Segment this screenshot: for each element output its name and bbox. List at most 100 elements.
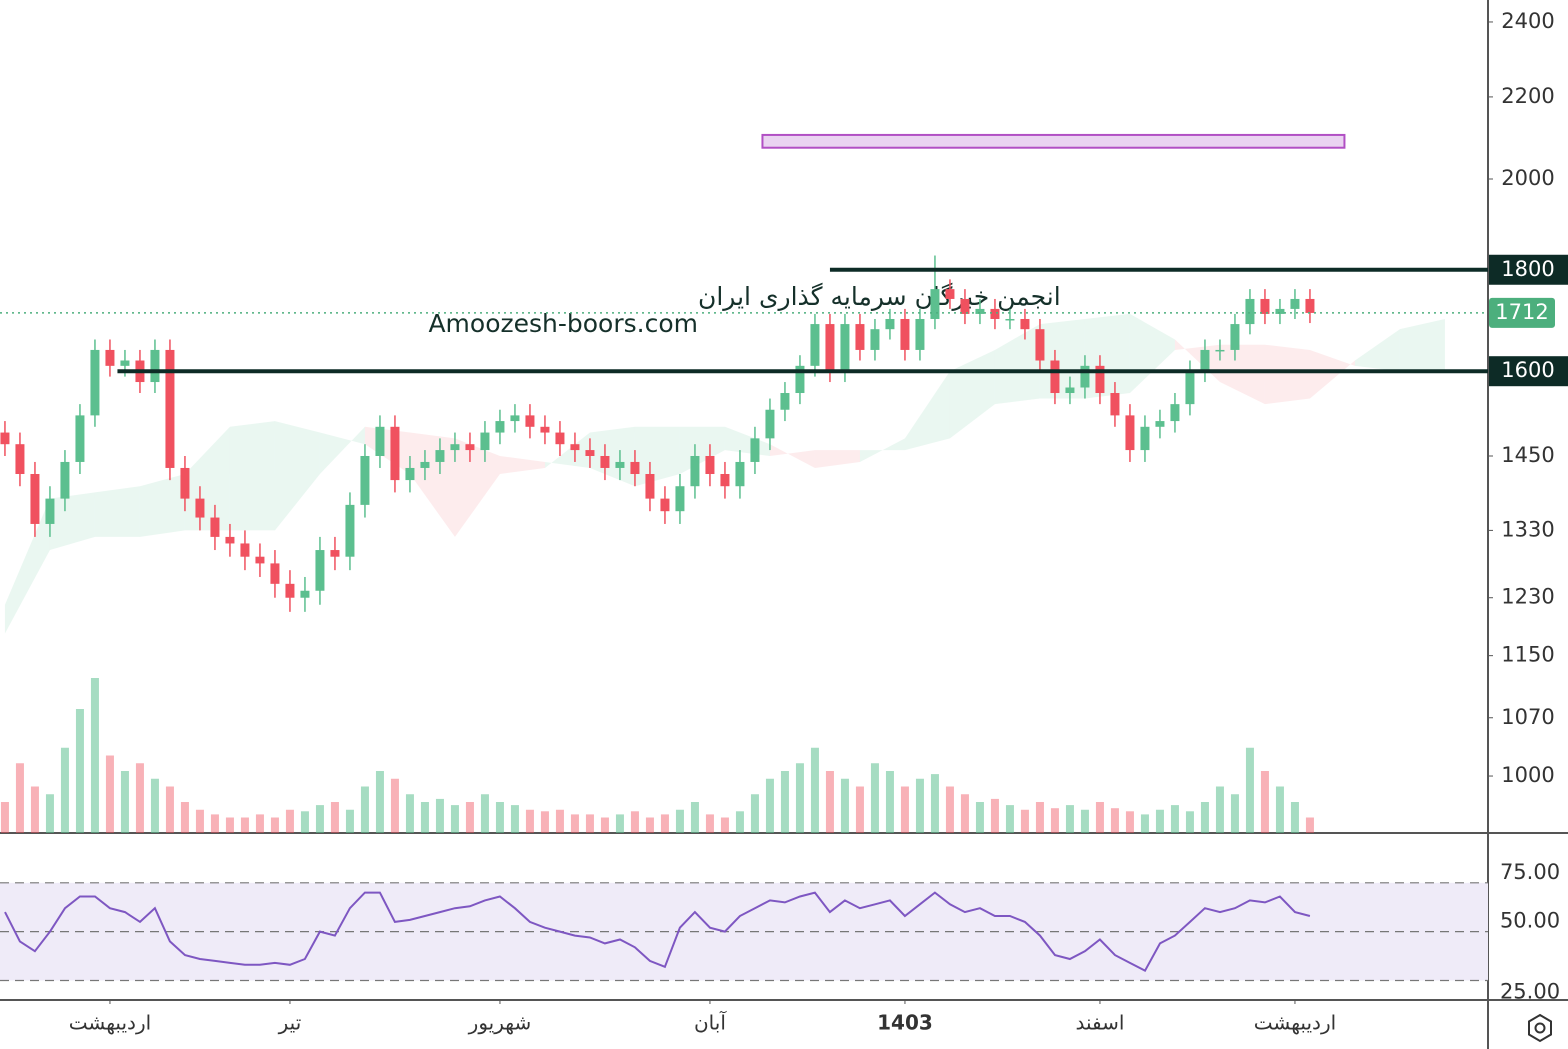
volume-bar xyxy=(165,786,174,833)
volume-bar xyxy=(45,794,54,833)
volume-bar xyxy=(1215,786,1224,833)
candle-body xyxy=(660,498,670,512)
volume-bar xyxy=(765,778,774,833)
settings-hexagon[interactable] xyxy=(1528,1013,1552,1043)
cloud-segment xyxy=(769,444,815,468)
candle-body xyxy=(1170,404,1180,422)
cloud-segment xyxy=(319,426,365,475)
volume-bar xyxy=(375,771,384,833)
volume-bar xyxy=(240,817,249,833)
rsi-line xyxy=(4,891,1311,973)
cloud-segment xyxy=(1354,329,1400,372)
volume-bar xyxy=(0,802,9,833)
candle-body xyxy=(750,438,760,462)
y-tick-label: 1000 xyxy=(1501,763,1554,787)
cloud-segment xyxy=(4,498,50,634)
candle-body xyxy=(1065,387,1075,394)
candle-body xyxy=(945,289,955,299)
y-tick-label: 2400 xyxy=(1501,9,1554,33)
cloud-segment xyxy=(634,426,680,487)
candle-body xyxy=(1155,421,1165,427)
cloud-segment xyxy=(49,492,95,551)
cloud-segment xyxy=(859,438,905,462)
candle-body xyxy=(1215,349,1225,352)
candle-body xyxy=(300,590,310,598)
volume-bar xyxy=(255,814,264,833)
candle-body xyxy=(360,455,370,505)
cloud-segment xyxy=(544,432,590,468)
volume-bar xyxy=(660,814,669,833)
volume-bar xyxy=(345,809,354,833)
volume-bar xyxy=(1140,814,1149,833)
cloud-segment xyxy=(184,426,230,531)
volume-bar xyxy=(1110,808,1119,833)
candle-body xyxy=(630,461,640,475)
x-tick-label: 1403 xyxy=(877,1011,933,1035)
volume-bar xyxy=(1155,809,1164,833)
cloud-segment xyxy=(589,426,635,487)
candle-body xyxy=(30,474,40,524)
candle-body xyxy=(495,421,505,433)
volume-bar xyxy=(630,811,639,833)
cloud-segment xyxy=(1264,344,1310,405)
volume-bar xyxy=(1290,802,1299,833)
volume-bar xyxy=(285,809,294,833)
cloud-segment xyxy=(1174,339,1220,383)
target-zone xyxy=(761,133,1346,149)
candle-body xyxy=(795,365,805,394)
cloud-segment xyxy=(229,421,275,531)
cloud-segment xyxy=(499,455,545,475)
last-price-label: 1712 xyxy=(1495,300,1548,324)
volume-bar xyxy=(1125,811,1134,833)
x-tick-label: اسفند xyxy=(1075,1011,1124,1035)
cloud-segment xyxy=(409,432,455,537)
volume-bar xyxy=(210,814,219,833)
cloud-segment xyxy=(1399,318,1445,372)
volume-bar xyxy=(885,771,894,833)
cloud-segment xyxy=(454,438,500,537)
candle-body xyxy=(960,298,970,314)
volume-bar xyxy=(150,778,159,833)
candle-body xyxy=(1140,426,1150,451)
volume-bar xyxy=(720,817,729,833)
candle-body xyxy=(555,432,565,445)
candle-body xyxy=(525,415,535,427)
volume-bar xyxy=(90,678,99,833)
volume-bar xyxy=(1065,805,1074,833)
cloud-segment xyxy=(949,349,995,439)
candle-body xyxy=(60,461,70,499)
y-tick-label: 2200 xyxy=(1501,84,1554,108)
candle-body xyxy=(825,324,835,372)
candle-body xyxy=(345,504,355,557)
candle-body xyxy=(975,308,985,314)
candle-body xyxy=(165,349,175,468)
level-label: 1600 xyxy=(1501,358,1554,382)
x-tick-label: تیر xyxy=(278,1011,302,1035)
volume-bar xyxy=(870,763,879,833)
candle-body xyxy=(225,536,235,544)
candle-body xyxy=(1095,365,1105,394)
candle-body xyxy=(690,455,700,487)
cloud-segment xyxy=(994,324,1040,405)
settings-icon[interactable] xyxy=(1528,1013,1552,1043)
candle-body xyxy=(735,461,745,487)
candle-body xyxy=(585,450,595,456)
candle-body xyxy=(120,360,130,366)
candle-body xyxy=(435,450,445,462)
cloud-segment xyxy=(274,421,320,531)
volume-bar xyxy=(900,786,909,833)
candle-body xyxy=(810,324,820,366)
settings-dot[interactable] xyxy=(1534,1022,1546,1034)
volume-bar xyxy=(495,802,504,833)
volume-bar xyxy=(675,809,684,833)
cloud-segment xyxy=(1084,313,1130,399)
candle-body xyxy=(105,349,115,366)
volume-bar xyxy=(105,755,114,833)
candle-body xyxy=(1200,349,1210,372)
volume-bar xyxy=(120,771,129,833)
candle-body xyxy=(315,550,325,591)
candle-body xyxy=(675,486,685,512)
candle-body xyxy=(1005,318,1015,321)
candle-body xyxy=(45,498,55,524)
